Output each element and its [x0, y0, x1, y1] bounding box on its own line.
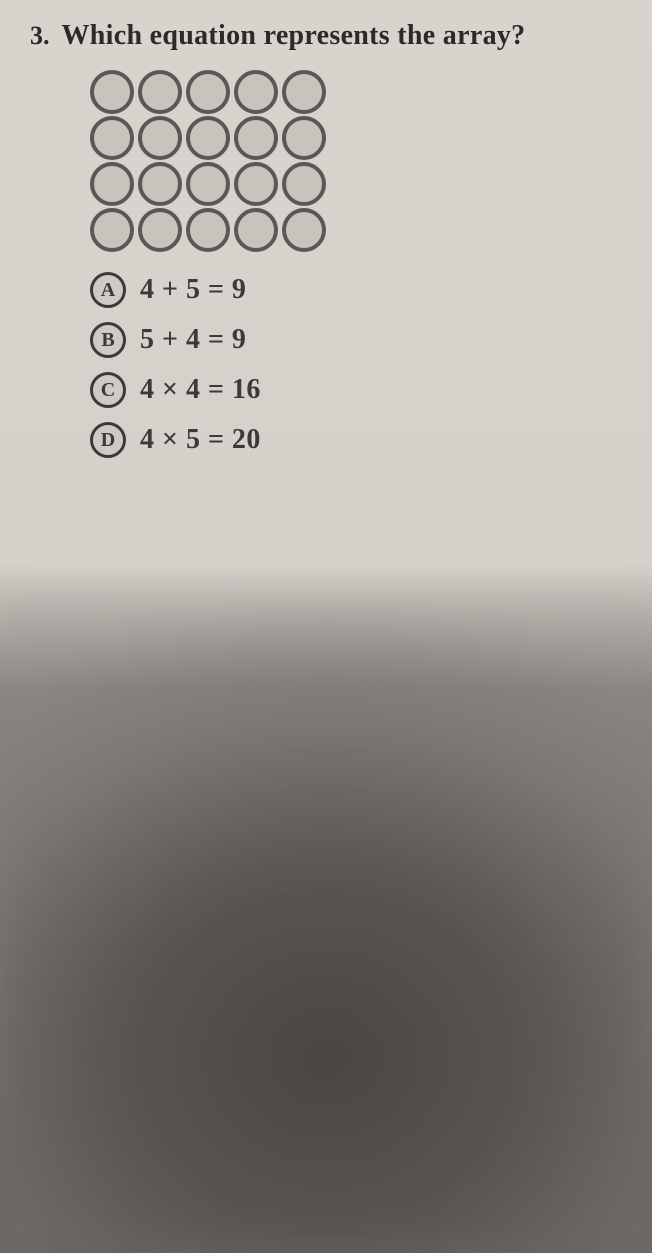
array-circle [234, 116, 278, 160]
answer-choice-c[interactable]: C 4 × 4 = 16 [90, 372, 622, 408]
array-circle [138, 70, 182, 114]
array-circle [90, 162, 134, 206]
array-circle [186, 162, 230, 206]
answer-equation: 4 + 5 = 9 [140, 274, 246, 306]
array-circle [90, 70, 134, 114]
array-row [90, 208, 622, 252]
answer-equation: 5 + 4 = 9 [140, 324, 246, 356]
array-circle [282, 208, 326, 252]
answer-marker-c: C [90, 372, 126, 408]
question-number: 3. [30, 21, 50, 51]
array-circle [186, 116, 230, 160]
array-row [90, 162, 622, 206]
array-circle [138, 116, 182, 160]
array-circle [90, 208, 134, 252]
array-row [90, 70, 622, 114]
answer-choice-a[interactable]: A 4 + 5 = 9 [90, 272, 622, 308]
question-header: 3. Which equation represents the array? [30, 20, 622, 52]
array-circle [282, 162, 326, 206]
array-circle [90, 116, 134, 160]
array-circle [234, 162, 278, 206]
array-circle [138, 162, 182, 206]
answer-equation: 4 × 5 = 20 [140, 424, 261, 456]
array-row [90, 116, 622, 160]
array-circle [282, 70, 326, 114]
array-circle [186, 70, 230, 114]
answer-marker-a: A [90, 272, 126, 308]
shadow-overlay [0, 601, 652, 1253]
circle-array [90, 70, 622, 252]
array-circle [282, 116, 326, 160]
array-circle [138, 208, 182, 252]
array-circle [186, 208, 230, 252]
answer-list: A 4 + 5 = 9 B 5 + 4 = 9 C 4 × 4 = 16 D 4 × 5 = … [90, 272, 622, 458]
answer-marker-b: B [90, 322, 126, 358]
array-circle [234, 70, 278, 114]
answer-choice-b[interactable]: B 5 + 4 = 9 [90, 322, 622, 358]
answer-choice-d[interactable]: D 4 × 5 = 20 [90, 422, 622, 458]
answer-marker-d: D [90, 422, 126, 458]
array-circle [234, 208, 278, 252]
question-text: Which equation represents the array? [62, 20, 526, 52]
answer-equation: 4 × 4 = 16 [140, 374, 261, 406]
